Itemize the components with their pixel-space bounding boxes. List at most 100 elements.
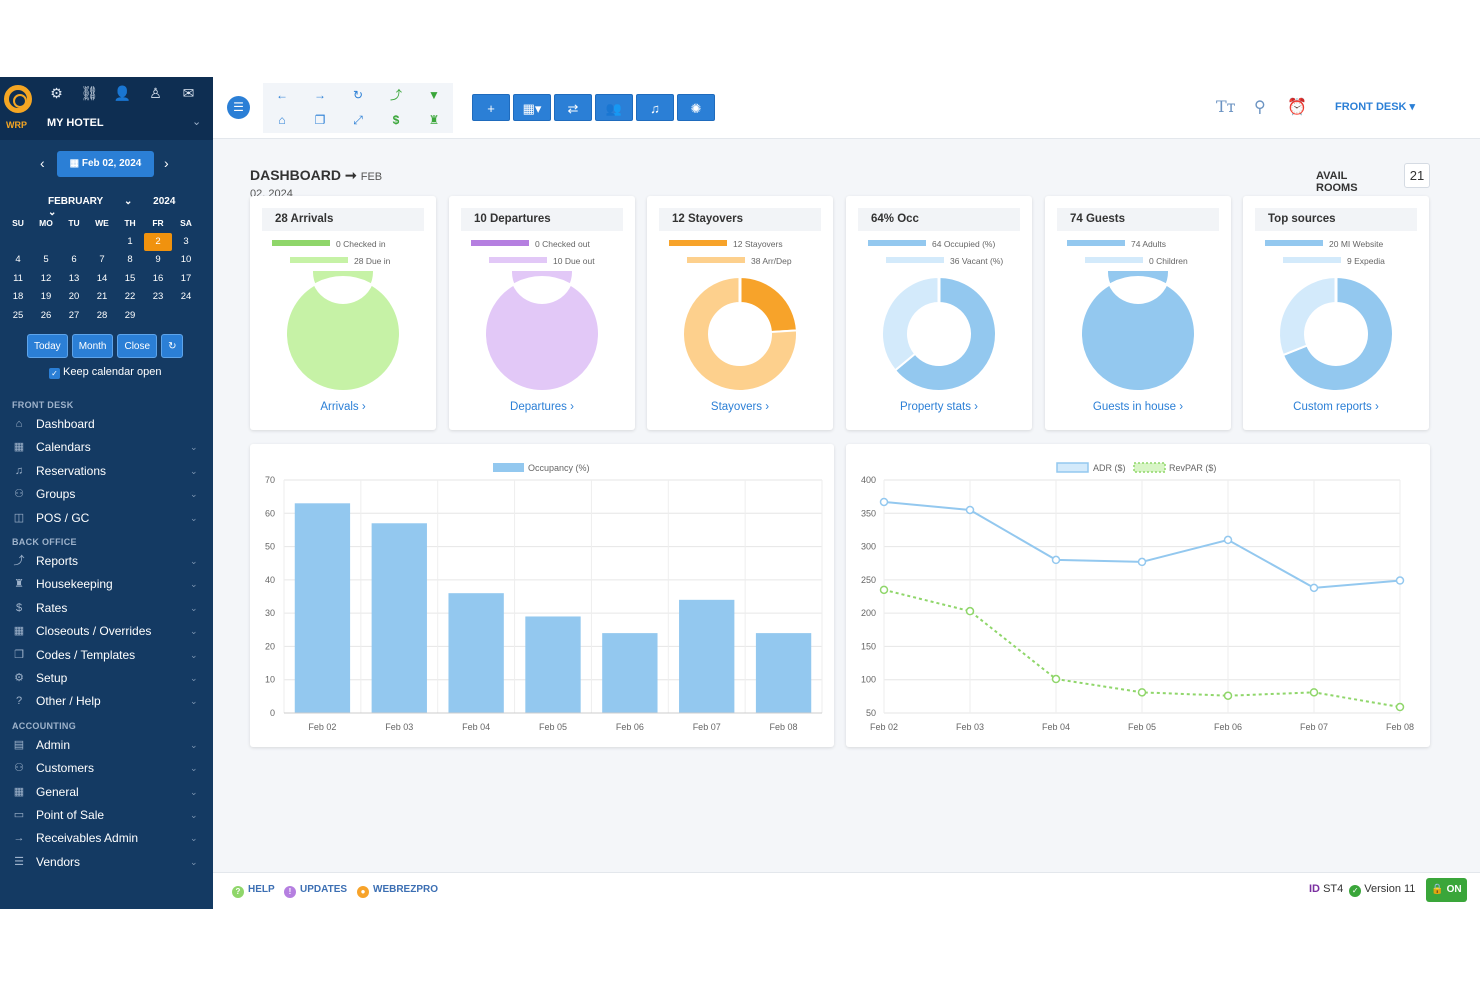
- today-button[interactable]: Today: [27, 334, 68, 358]
- help-link[interactable]: ? HELP: [232, 884, 275, 898]
- calendar-day[interactable]: 17: [180, 272, 192, 284]
- data-point[interactable]: [1223, 691, 1233, 700]
- calendar-day[interactable]: 19: [40, 291, 52, 302]
- chevron-down-icon[interactable]: ⌄: [190, 556, 198, 566]
- data-point[interactable]: [1051, 555, 1061, 565]
- calendar-day[interactable]: 7: [99, 254, 105, 265]
- card-link[interactable]: Departures ›: [510, 401, 574, 413]
- data-point[interactable]: [1051, 674, 1061, 684]
- chevron-down-icon[interactable]: ⌄: [190, 810, 198, 820]
- card-link[interactable]: Guests in house ›: [1092, 401, 1184, 413]
- calendar-day[interactable]: 20: [68, 291, 80, 302]
- sidebar-item-admin[interactable]: ▤ Admin ⌄: [0, 734, 213, 757]
- arrow-right-icon[interactable]: →: [314, 88, 326, 102]
- sidebar-item-reports[interactable]: ⤴ Reports ⌄: [0, 550, 213, 573]
- bar[interactable]: [294, 503, 351, 713]
- calendar-day[interactable]: 15: [124, 272, 136, 284]
- sidebar-item-closeouts-overrides[interactable]: ▦ Closeouts / Overrides ⌄: [0, 620, 213, 643]
- keep-calendar-open-checkbox[interactable]: ✓ Keep calendar open: [49, 366, 161, 379]
- calendar-day[interactable]: 22: [124, 291, 136, 302]
- calendar-day[interactable]: 25: [12, 309, 24, 321]
- data-point[interactable]: [1137, 557, 1147, 567]
- data-point[interactable]: [965, 606, 975, 616]
- year-select[interactable]: 2024 ⌄: [48, 196, 176, 218]
- bar[interactable]: [679, 599, 735, 713]
- calendar-day[interactable]: 13: [68, 272, 80, 284]
- alarm-clock-icon[interactable]: ⏰: [1287, 99, 1307, 116]
- donut-slice[interactable]: [881, 275, 940, 372]
- sidebar-item-calendars[interactable]: ▦ Calendars ⌄: [0, 436, 213, 459]
- add-icon[interactable]: +: [472, 94, 510, 121]
- bar[interactable]: [525, 616, 581, 713]
- calendar-day[interactable]: 28: [96, 309, 108, 321]
- calendar-day[interactable]: 29: [124, 309, 136, 321]
- sidebar-item-groups[interactable]: ⚇ Groups ⌄: [0, 483, 213, 506]
- bar[interactable]: [602, 633, 658, 713]
- sidebar-item-other-help[interactable]: ? Other / Help ⌄: [0, 690, 213, 713]
- sidebar-item-receivables-admin[interactable]: → Receivables Admin ⌄: [0, 827, 213, 850]
- calendar-day[interactable]: 11: [13, 272, 23, 284]
- month-button[interactable]: Month: [71, 334, 114, 358]
- card-link[interactable]: Arrivals ›: [320, 401, 366, 413]
- bar[interactable]: [448, 593, 504, 713]
- home-icon[interactable]: ⌂: [278, 113, 286, 127]
- scrollbar[interactable]: [1466, 139, 1480, 872]
- reload-icon[interactable]: ↻: [352, 88, 364, 102]
- add-user-icon[interactable]: 👤: [113, 85, 132, 101]
- chevron-down-icon[interactable]: ⌄: [190, 856, 198, 867]
- calendar-date-button[interactable]: ▦ Feb 02, 2024: [57, 151, 154, 177]
- chevron-down-icon[interactable]: ⌄: [190, 626, 198, 637]
- expand-icon[interactable]: ⤢: [353, 113, 363, 127]
- chevron-down-icon[interactable]: ⌄: [190, 763, 198, 774]
- cleaning-icon[interactable]: ♜: [428, 113, 440, 127]
- bar[interactable]: [371, 523, 427, 713]
- donut-slice[interactable]: [739, 275, 798, 334]
- chevron-down-icon[interactable]: ⌄: [190, 602, 198, 613]
- settings-gears-icon[interactable]: ⚙: [50, 85, 63, 101]
- sun-icon[interactable]: ✺: [677, 94, 715, 121]
- chevron-down-icon[interactable]: ⌄: [192, 116, 202, 128]
- chevron-down-icon[interactable]: ⌄: [190, 786, 198, 797]
- sidebar-item-rates[interactable]: $ Rates ⌄: [0, 597, 213, 620]
- transfer-icon[interactable]: ⇄: [554, 94, 592, 121]
- chevron-down-icon[interactable]: ⌄: [190, 673, 198, 683]
- front-desk-dropdown[interactable]: FRONT DESK ▾: [1335, 101, 1416, 113]
- data-point[interactable]: [1309, 583, 1319, 593]
- bar[interactable]: [755, 633, 812, 713]
- sidebar-item-general[interactable]: ▦ General ⌄: [0, 781, 213, 804]
- trend-icon[interactable]: ⤴: [389, 88, 402, 102]
- arrow-left-icon[interactable]: ←: [276, 88, 288, 102]
- calendar-day[interactable]: 12: [40, 272, 52, 284]
- font-size-icon[interactable]: Tт: [1216, 97, 1236, 116]
- sidebar-item-vendors[interactable]: ☰ Vendors ⌄: [0, 851, 213, 874]
- calendar-day[interactable]: 18: [12, 291, 24, 302]
- card-link[interactable]: Stayovers ›: [710, 401, 770, 413]
- calendar-day[interactable]: 8: [127, 254, 133, 265]
- calendar-day[interactable]: 10: [180, 254, 192, 265]
- calendar-day[interactable]: 14: [96, 272, 108, 284]
- menu-icon[interactable]: ☰: [227, 96, 250, 119]
- user-icon[interactable]: ♙: [149, 85, 162, 101]
- calendar-day[interactable]: 21: [96, 291, 108, 302]
- chevron-down-icon[interactable]: ⌄: [190, 489, 198, 500]
- calendar-day[interactable]: 5: [43, 254, 49, 265]
- data-point[interactable]: [879, 497, 889, 507]
- chevron-left-icon[interactable]: ‹: [40, 155, 45, 171]
- donut-slice[interactable]: [893, 275, 997, 392]
- sidebar-item-reservations[interactable]: ♫ Reservations ⌄: [0, 460, 213, 483]
- data-point[interactable]: [1395, 702, 1405, 712]
- sidebar-item-dashboard[interactable]: ⌂ Dashboard: [0, 413, 213, 436]
- updates-link[interactable]: ! UPDATES: [284, 884, 347, 898]
- chevron-down-icon[interactable]: ⌄: [190, 833, 198, 844]
- calendar-day[interactable]: 4: [15, 254, 21, 265]
- chevron-right-icon[interactable]: ›: [164, 155, 169, 171]
- calendar-day[interactable]: 24: [180, 291, 192, 302]
- dollar-icon[interactable]: $: [392, 113, 400, 127]
- sidebar-item-point-of-sale[interactable]: ▭ Point of Sale ⌄: [0, 804, 213, 827]
- donut-slice[interactable]: [682, 275, 798, 392]
- music-icon[interactable]: ♫: [636, 94, 674, 121]
- donut-slice[interactable]: [1278, 275, 1337, 357]
- donut-slice[interactable]: [484, 271, 600, 392]
- chevron-down-icon[interactable]: ⌄: [190, 512, 198, 523]
- calendar-day[interactable]: 2: [144, 232, 172, 251]
